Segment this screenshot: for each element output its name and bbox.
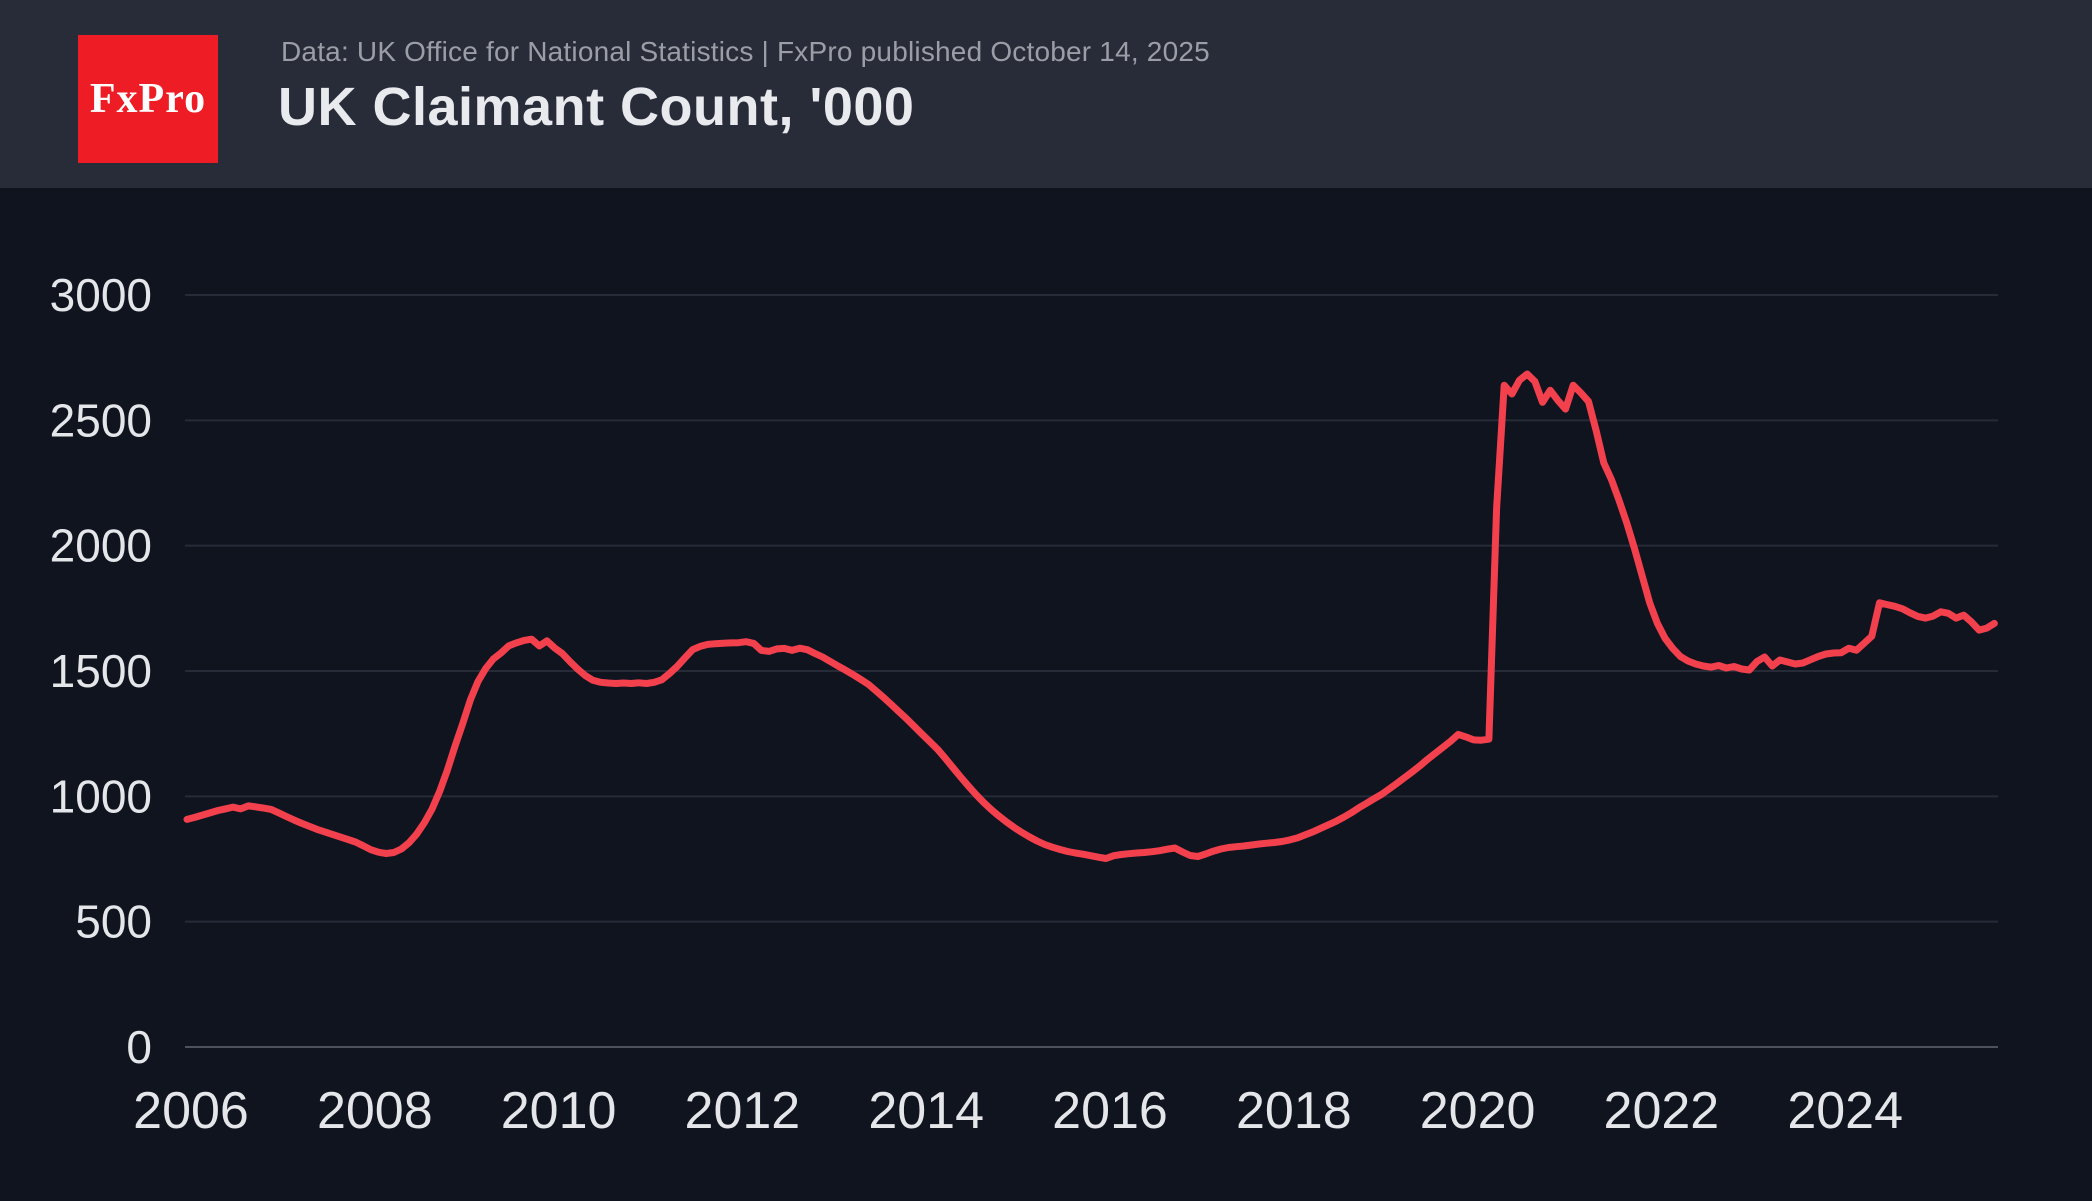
x-axis-labels: 2006 2008 2010 2012 2014 2016 2018 2020 2022 2024 xyxy=(133,1082,1903,1140)
claimant-count-series-line xyxy=(183,370,1998,862)
y-axis-labels: 0 500 1000 1500 2000 2500 3000 xyxy=(50,269,152,1073)
y-tick-label: 0 xyxy=(126,1021,152,1073)
chart-area: 0 500 1000 1500 2000 2500 3000 2006 2008 2010 2012… xyxy=(0,188,2092,1196)
claimant-count-line-chart: 0 500 1000 1500 2000 2500 3000 2006 2008 2010 2012… xyxy=(50,269,1998,1140)
y-tick-label: 500 xyxy=(75,896,152,948)
header-bar: FxPro Data: UK Office for National Stati… xyxy=(0,0,2092,188)
y-tick-label: 1000 xyxy=(50,770,152,822)
y-tick-label: 3000 xyxy=(50,269,152,321)
y-tick-label: 1500 xyxy=(50,645,152,697)
chart-source-subtitle: Data: UK Office for National Statistics … xyxy=(281,36,1210,67)
x-tick-label: 2022 xyxy=(1604,1082,1720,1140)
x-tick-label: 2020 xyxy=(1420,1082,1536,1140)
x-tick-label: 2024 xyxy=(1787,1082,1903,1140)
fxpro-logo-text: FxPro xyxy=(89,76,207,122)
y-tick-label: 2000 xyxy=(50,520,152,572)
x-tick-label: 2014 xyxy=(868,1082,984,1140)
x-tick-label: 2008 xyxy=(317,1082,433,1140)
x-tick-label: 2010 xyxy=(501,1082,617,1140)
x-tick-label: 2016 xyxy=(1052,1082,1168,1140)
page-title: UK Claimant Count, '000 xyxy=(278,77,915,137)
fxpro-logo: FxPro xyxy=(78,35,218,163)
y-tick-label: 2500 xyxy=(50,394,152,446)
x-tick-label: 2018 xyxy=(1236,1082,1352,1140)
x-tick-label: 2012 xyxy=(685,1082,801,1140)
x-tick-label: 2006 xyxy=(133,1082,249,1140)
